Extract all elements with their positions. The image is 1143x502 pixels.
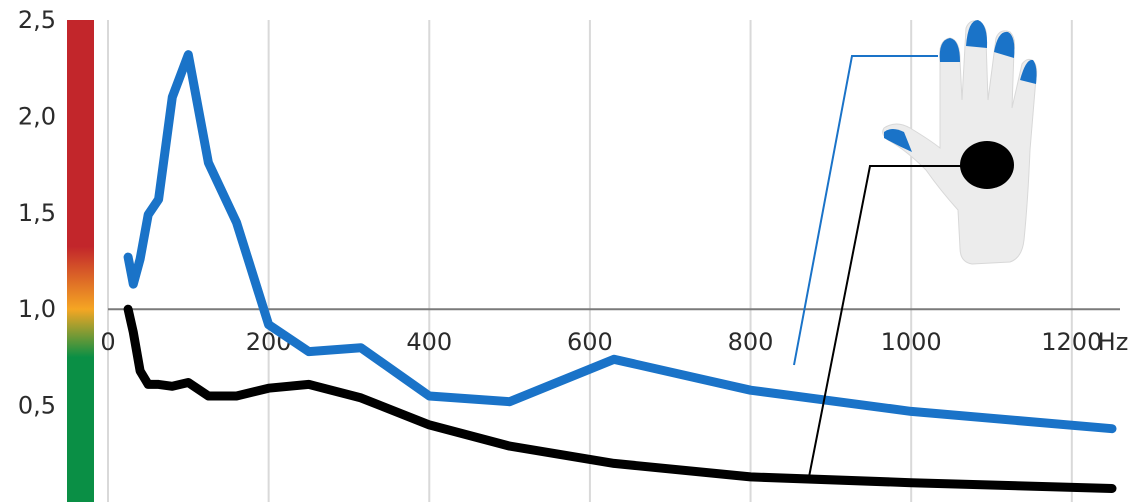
y-tick-label: 1,0 (18, 295, 56, 323)
severity-scale-bar (67, 20, 94, 502)
y-tick-label: 2,0 (18, 102, 56, 130)
series-line-0 (123, 50, 1117, 434)
y-tick-label: 2,5 (18, 6, 56, 34)
glove-fingertip-index (939, 38, 960, 62)
x-tick-label: 1000 (881, 328, 942, 356)
glove-icon (882, 20, 1038, 265)
palm-marker-icon (960, 141, 1014, 189)
palm-leader-line (807, 165, 962, 483)
series-line-1 (123, 304, 1117, 493)
glove-fingertip-little (1020, 59, 1037, 84)
x-tick-label: 800 (728, 328, 774, 356)
x-tick-label: 600 (567, 328, 613, 356)
glove-fingertip-middle (966, 20, 988, 48)
x-unit-label: Hz (1098, 328, 1129, 356)
y-tick-label: 1,5 (18, 199, 56, 227)
x-tick-label: 400 (406, 328, 452, 356)
x-tick-label: 1200 (1041, 328, 1102, 356)
fingertip-leader-line (793, 55, 938, 366)
glove-thumb-tip (884, 129, 912, 152)
glove-fingertip-ring (994, 31, 1015, 58)
x-tick-label: 0 (100, 328, 115, 356)
y-tick-label: 0,5 (18, 392, 56, 420)
